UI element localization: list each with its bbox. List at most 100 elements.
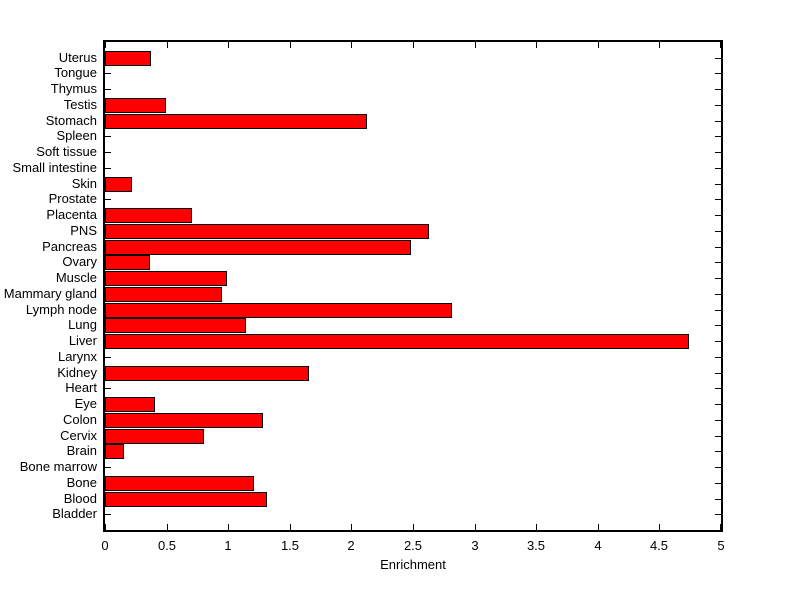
y-axis-label: PNS <box>70 223 97 238</box>
plot-area <box>103 40 723 532</box>
y-tick-mark-right <box>715 451 721 452</box>
y-tick-mark-right <box>715 152 721 153</box>
y-axis-label: Spleen <box>56 128 97 143</box>
y-axis-label: Heart <box>65 380 97 395</box>
x-axis-title: Enrichment <box>380 557 446 572</box>
y-axis-label: Soft tissue <box>36 144 97 159</box>
y-tick-mark-right <box>715 168 721 169</box>
y-tick-mark-right <box>715 373 721 374</box>
bar-testis <box>105 98 166 113</box>
y-tick-mark-right <box>715 215 721 216</box>
bar-lung <box>105 318 246 333</box>
y-axis-label: Tongue <box>54 65 97 80</box>
y-axis-label: Mammary gland <box>3 286 97 301</box>
y-axis-label: Skin <box>71 176 97 191</box>
y-tick-mark-right <box>715 404 721 405</box>
x-tick-mark-top <box>351 42 352 48</box>
y-tick-mark-left <box>105 136 111 137</box>
x-tick-label: 1.5 <box>280 538 300 553</box>
y-tick-mark-left <box>105 388 111 389</box>
x-tick-mark-bottom <box>598 524 599 530</box>
x-tick-label: 3 <box>471 538 479 553</box>
x-tick-mark-bottom <box>105 524 106 530</box>
x-tick-label: 2.5 <box>403 538 423 553</box>
bar-eye <box>105 397 155 412</box>
x-tick-mark-top <box>228 42 229 48</box>
y-axis-label: Colon <box>63 412 97 427</box>
y-axis-label: Uterus <box>58 50 97 65</box>
y-tick-mark-right <box>715 105 721 106</box>
x-tick-mark-top <box>105 42 106 48</box>
y-tick-mark-right <box>715 483 721 484</box>
x-tick-mark-bottom <box>167 524 168 530</box>
y-tick-mark-left <box>105 199 111 200</box>
y-tick-mark-right <box>715 388 721 389</box>
y-axis-label: Thymus <box>50 81 97 96</box>
y-axis-label: Small intestine <box>12 160 97 175</box>
bar-skin <box>105 177 132 192</box>
x-tick-label: 0 <box>101 538 109 553</box>
y-axis-label: Bone <box>66 475 97 490</box>
x-tick-label: 5 <box>717 538 725 553</box>
y-axis-label: Larynx <box>57 349 97 364</box>
y-axis-label: Prostate <box>48 191 97 206</box>
y-axis-label: Liver <box>68 333 97 348</box>
y-tick-mark-right <box>715 436 721 437</box>
y-axis-label: Eye <box>74 396 97 411</box>
y-axis-label: Testis <box>63 97 97 112</box>
y-axis-label: Ovary <box>62 254 97 269</box>
x-tick-mark-bottom <box>536 524 537 530</box>
y-tick-mark-right <box>715 278 721 279</box>
x-tick-mark-top <box>475 42 476 48</box>
y-tick-mark-left <box>105 467 111 468</box>
bar-kidney <box>105 366 309 381</box>
x-tick-mark-bottom <box>413 524 414 530</box>
bar-ovary <box>105 255 150 270</box>
y-tick-mark-right <box>715 467 721 468</box>
bar-cervix <box>105 429 204 444</box>
y-tick-mark-left <box>105 168 111 169</box>
y-axis-label: Brain <box>66 443 97 458</box>
y-axis-label: Lung <box>68 317 97 332</box>
x-tick-mark-top <box>598 42 599 48</box>
y-tick-mark-right <box>715 420 721 421</box>
x-tick-label: 1 <box>224 538 232 553</box>
y-tick-mark-right <box>715 325 721 326</box>
y-tick-mark-right <box>715 499 721 500</box>
y-tick-mark-right <box>715 73 721 74</box>
x-tick-mark-bottom <box>351 524 352 530</box>
y-axis-label: Bone marrow <box>19 459 97 474</box>
y-axis-label: Kidney <box>57 365 97 380</box>
bar-pns <box>105 224 429 239</box>
y-axis-label: Blood <box>63 491 97 506</box>
y-tick-mark-right <box>715 341 721 342</box>
x-tick-mark-bottom <box>720 524 721 530</box>
bar-blood <box>105 492 267 507</box>
y-axis-label: Muscle <box>55 270 97 285</box>
y-tick-mark-left <box>105 89 111 90</box>
y-axis-label: Stomach <box>45 113 97 128</box>
x-tick-label: 4 <box>594 538 602 553</box>
y-tick-mark-right <box>715 310 721 311</box>
y-axis-label: Bladder <box>52 506 97 521</box>
x-tick-label: 4.5 <box>649 538 669 553</box>
bar-brain <box>105 444 124 459</box>
y-tick-mark-right <box>715 514 721 515</box>
bar-stomach <box>105 114 367 129</box>
y-tick-mark-right <box>715 136 721 137</box>
bar-bone <box>105 476 254 491</box>
x-tick-label: 2 <box>347 538 355 553</box>
y-tick-mark-left <box>105 152 111 153</box>
y-tick-mark-right <box>715 89 721 90</box>
y-axis-label: Lymph node <box>25 302 97 317</box>
x-tick-mark-bottom <box>228 524 229 530</box>
bar-pancreas <box>105 240 411 255</box>
y-tick-mark-right <box>715 357 721 358</box>
x-tick-label: 0.5 <box>157 538 177 553</box>
y-axis-label: Pancreas <box>42 239 97 254</box>
x-tick-mark-top <box>659 42 660 48</box>
x-tick-mark-top <box>290 42 291 48</box>
bar-colon <box>105 413 263 428</box>
y-tick-mark-right <box>715 294 721 295</box>
